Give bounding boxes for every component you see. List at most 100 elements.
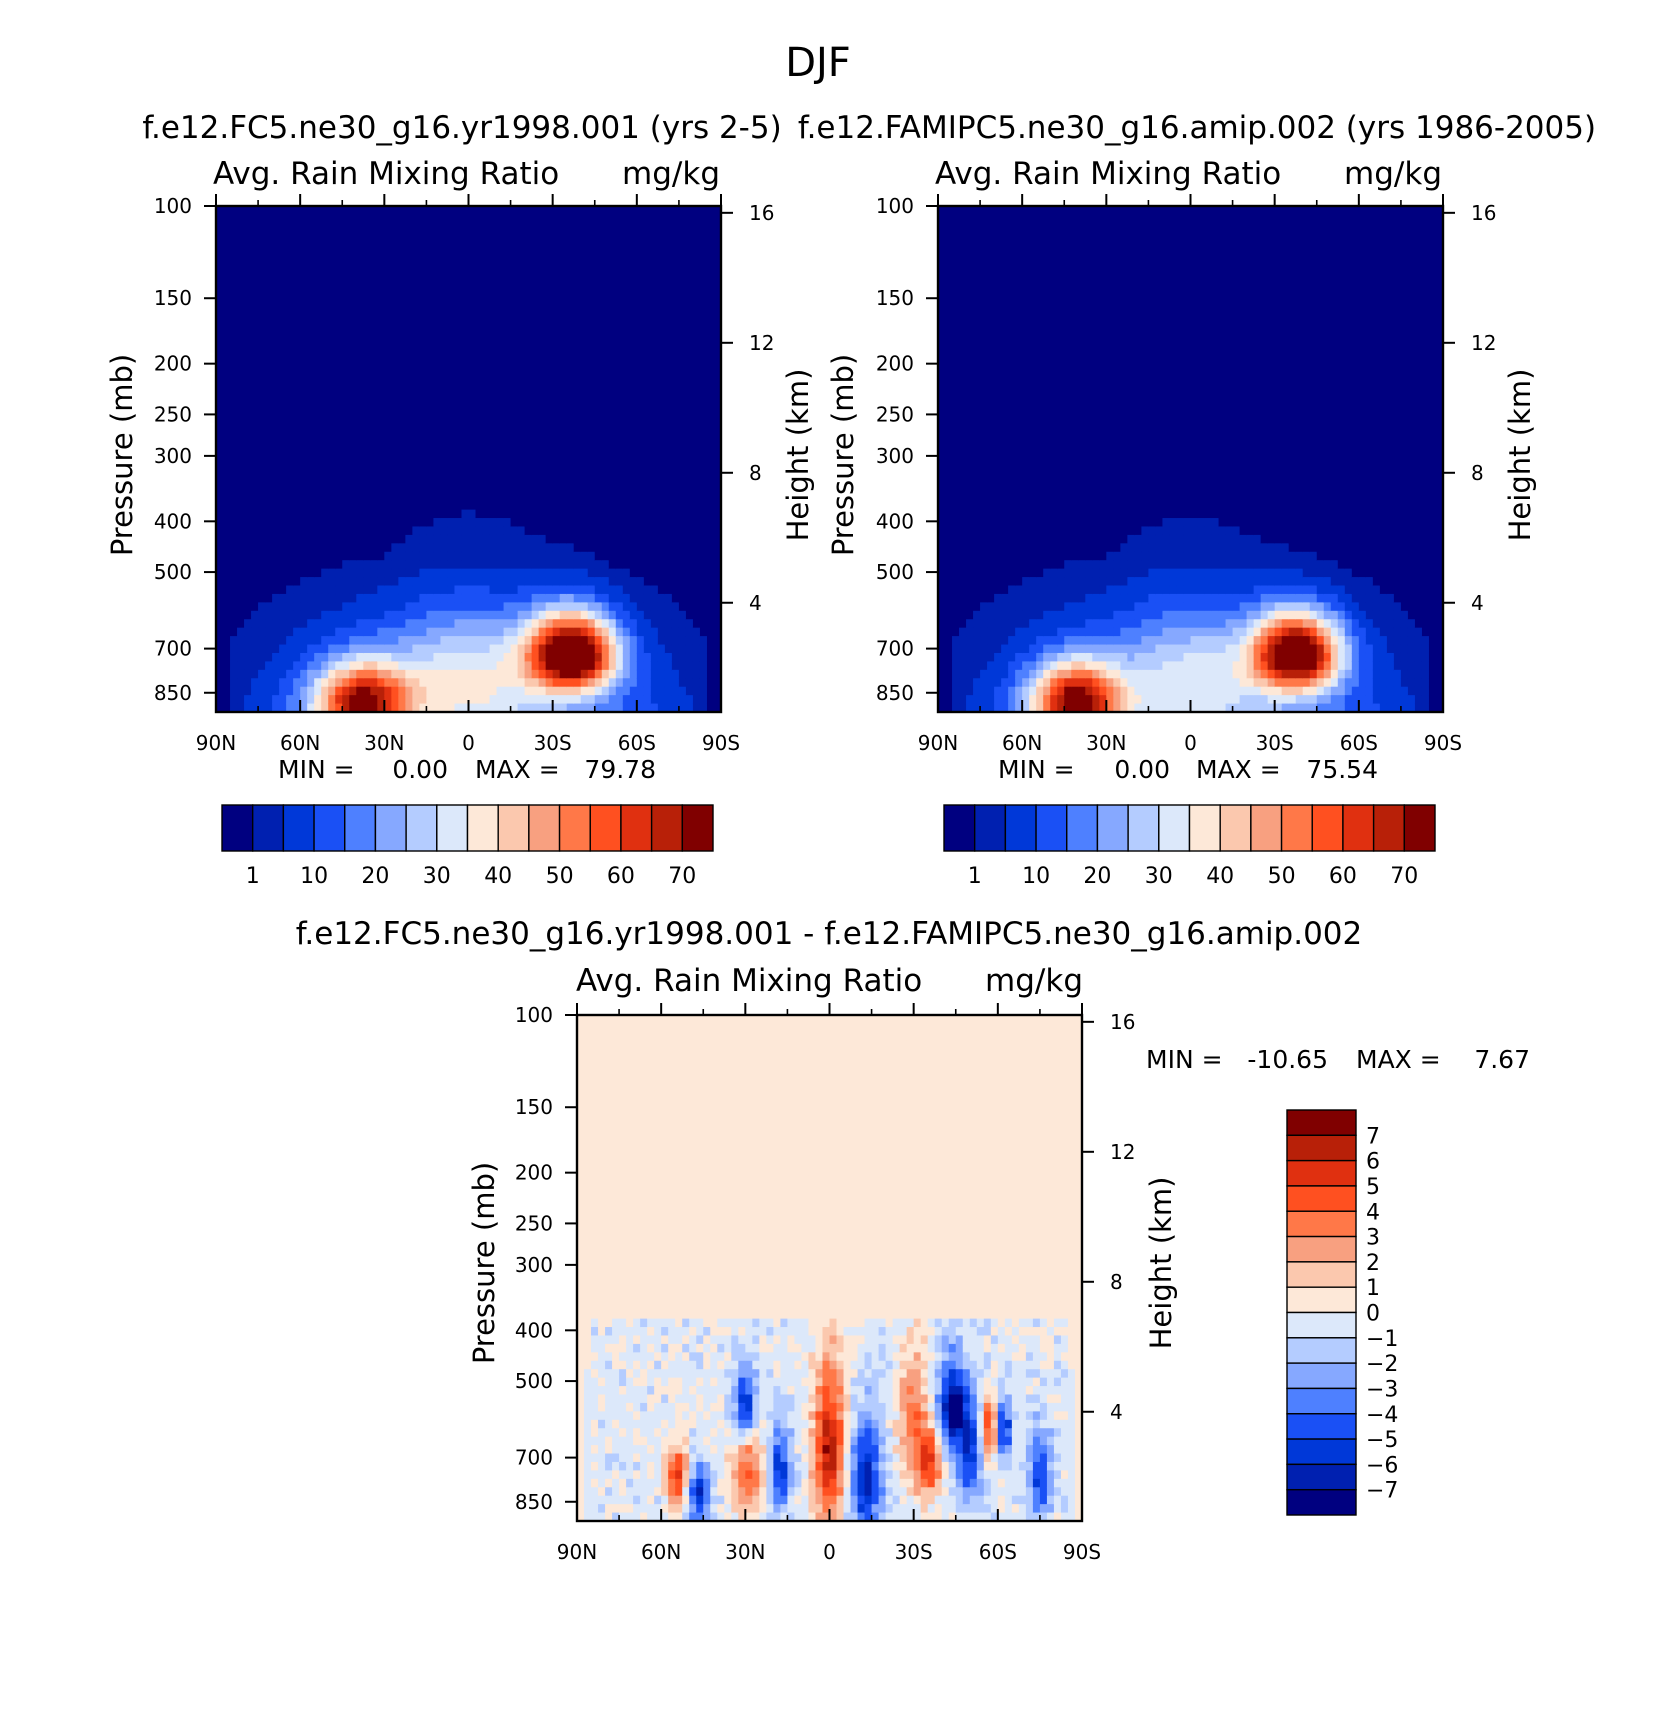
contour-cell xyxy=(966,459,974,469)
contour-cell xyxy=(552,408,561,418)
contour-cell xyxy=(664,231,673,241)
contour-cell xyxy=(980,518,988,528)
contour-cell xyxy=(230,518,238,528)
contour-cell xyxy=(419,459,428,469)
contour-cell xyxy=(608,298,617,308)
contour-cell xyxy=(580,332,589,342)
contour-cell xyxy=(279,695,287,705)
contour-cell xyxy=(510,231,519,241)
contour-cell xyxy=(622,416,631,426)
contour-cell xyxy=(643,315,652,325)
contour-cell xyxy=(510,273,519,283)
contour-cell xyxy=(405,416,413,426)
contour-cell xyxy=(552,636,561,646)
contour-cell xyxy=(342,669,350,679)
contour-cell xyxy=(384,408,392,418)
contour-cell xyxy=(426,577,435,587)
contour-cell xyxy=(671,585,680,595)
contour-cell xyxy=(391,467,399,477)
contour-cell xyxy=(370,290,378,300)
contour-cell xyxy=(987,265,995,275)
contour-cell xyxy=(328,281,336,291)
contour-cell xyxy=(328,501,336,511)
contour-cell xyxy=(363,568,371,578)
contour-cell xyxy=(608,265,617,275)
contour-cell xyxy=(664,290,673,300)
contour-cell xyxy=(987,526,995,536)
contour-cell xyxy=(657,239,666,249)
contour-cell xyxy=(489,509,498,519)
contour-cell xyxy=(356,695,364,705)
contour-cell xyxy=(223,475,231,485)
contour-cell xyxy=(440,416,449,426)
contour-cell xyxy=(321,290,329,300)
contour-cell xyxy=(713,492,722,502)
contour-cell xyxy=(608,585,617,595)
contour-cell xyxy=(300,636,308,646)
contour-cell xyxy=(699,593,708,603)
contour-cell xyxy=(980,442,988,452)
contour-cell xyxy=(615,399,624,409)
contour-cell xyxy=(258,425,266,435)
contour-cell xyxy=(559,585,568,595)
contour-cell xyxy=(980,602,988,612)
contour-cell xyxy=(580,627,589,637)
contour-cell xyxy=(475,298,484,308)
x-tick-label: 30N xyxy=(364,731,404,755)
contour-cell xyxy=(349,526,357,536)
contour-cell xyxy=(286,577,294,587)
contour-cell xyxy=(713,543,722,553)
contour-cell xyxy=(433,357,442,367)
contour-cell xyxy=(286,518,294,528)
contour-cell xyxy=(461,315,470,325)
contour-cell xyxy=(552,652,561,662)
contour-cell xyxy=(580,501,589,511)
contour-cell xyxy=(265,416,273,426)
contour-cell xyxy=(678,644,687,654)
contour-cell xyxy=(566,484,575,494)
contour-cell xyxy=(398,619,406,629)
contour-cell xyxy=(237,256,245,266)
contour-cell xyxy=(629,501,638,511)
contour-cell xyxy=(685,357,694,367)
contour-cell xyxy=(279,340,287,350)
contour-cell xyxy=(244,501,252,511)
contour-cell xyxy=(230,585,238,595)
contour-cell xyxy=(664,366,673,376)
contour-cell xyxy=(952,459,960,469)
contour-cell xyxy=(321,281,329,291)
contour-cell xyxy=(657,577,666,587)
contour-cell xyxy=(251,602,259,612)
contour-cell xyxy=(237,425,245,435)
contour-cell xyxy=(938,669,946,679)
contour-cell xyxy=(251,703,259,713)
contour-cell xyxy=(629,459,638,469)
contour-cell xyxy=(713,518,722,528)
contour-cell xyxy=(440,324,449,334)
contour-cell xyxy=(587,475,596,485)
contour-cell xyxy=(538,484,547,494)
contour-cell xyxy=(538,206,547,216)
contour-cell xyxy=(251,644,259,654)
contour-cell xyxy=(699,644,708,654)
contour-cell xyxy=(335,307,343,317)
contour-cell xyxy=(531,273,540,283)
contour-cell xyxy=(335,357,343,367)
contour-cell xyxy=(636,433,645,443)
contour-cell xyxy=(622,399,631,409)
contour-cell xyxy=(692,636,701,646)
contour-cell xyxy=(594,543,603,553)
contour-cell xyxy=(286,349,294,359)
contour-cell xyxy=(678,669,687,679)
contour-cell xyxy=(405,703,413,713)
contour-cell xyxy=(980,475,988,485)
contour-cell xyxy=(419,442,428,452)
contour-cell xyxy=(286,433,294,443)
contour-cell xyxy=(643,636,652,646)
contour-cell xyxy=(608,661,617,671)
contour-cell xyxy=(706,661,715,671)
contour-cell xyxy=(566,636,575,646)
contour-cell xyxy=(580,678,589,688)
contour-cell xyxy=(685,467,694,477)
contour-cell xyxy=(622,602,631,612)
